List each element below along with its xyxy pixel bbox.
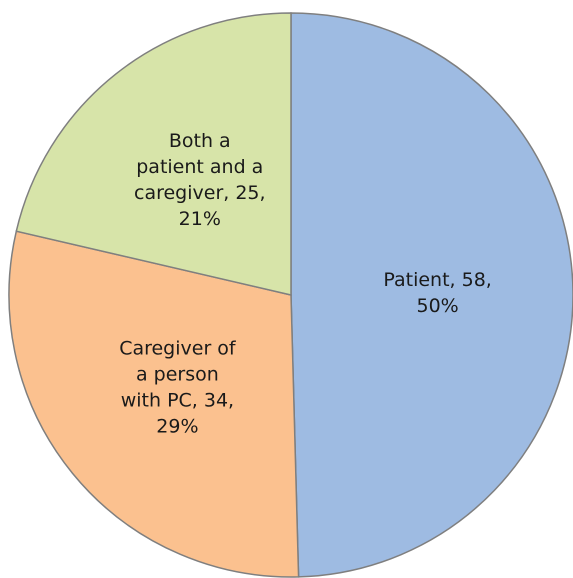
- slice-label-line: 50%: [417, 295, 459, 317]
- slice-label-line: with PC, 34,: [121, 390, 234, 412]
- slice-label-line: Patient, 58,: [383, 269, 491, 291]
- slice-label: Caregiver of a person with PC, 34, 29%: [119, 338, 237, 438]
- slice-label-line: a person: [136, 364, 219, 386]
- slice-label-line: Caregiver of: [119, 338, 237, 360]
- slice-label: Patient, 58, 50%: [383, 269, 491, 317]
- pie-slice: [8, 230, 300, 578]
- pie-slice: [15, 12, 292, 296]
- slice-label: Both a patient and a caregiver, 25, 21%: [134, 130, 266, 230]
- slice-label-line: 29%: [156, 416, 198, 438]
- slice-label-line: caregiver, 25,: [134, 182, 266, 204]
- slice-label-line: patient and a: [136, 156, 263, 178]
- slice-label-line: 21%: [179, 208, 221, 230]
- slice-label-line: Both a: [169, 130, 231, 152]
